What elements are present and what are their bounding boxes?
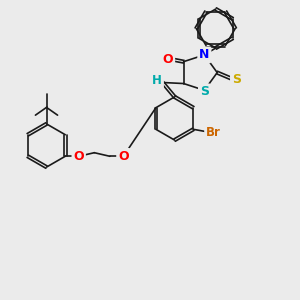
Text: S: S: [232, 73, 241, 86]
Text: O: O: [163, 53, 173, 66]
Text: O: O: [74, 150, 84, 163]
Text: O: O: [118, 150, 129, 163]
Text: H: H: [152, 74, 162, 88]
Text: S: S: [200, 85, 209, 98]
Text: Br: Br: [206, 126, 221, 139]
Text: N: N: [199, 48, 209, 62]
